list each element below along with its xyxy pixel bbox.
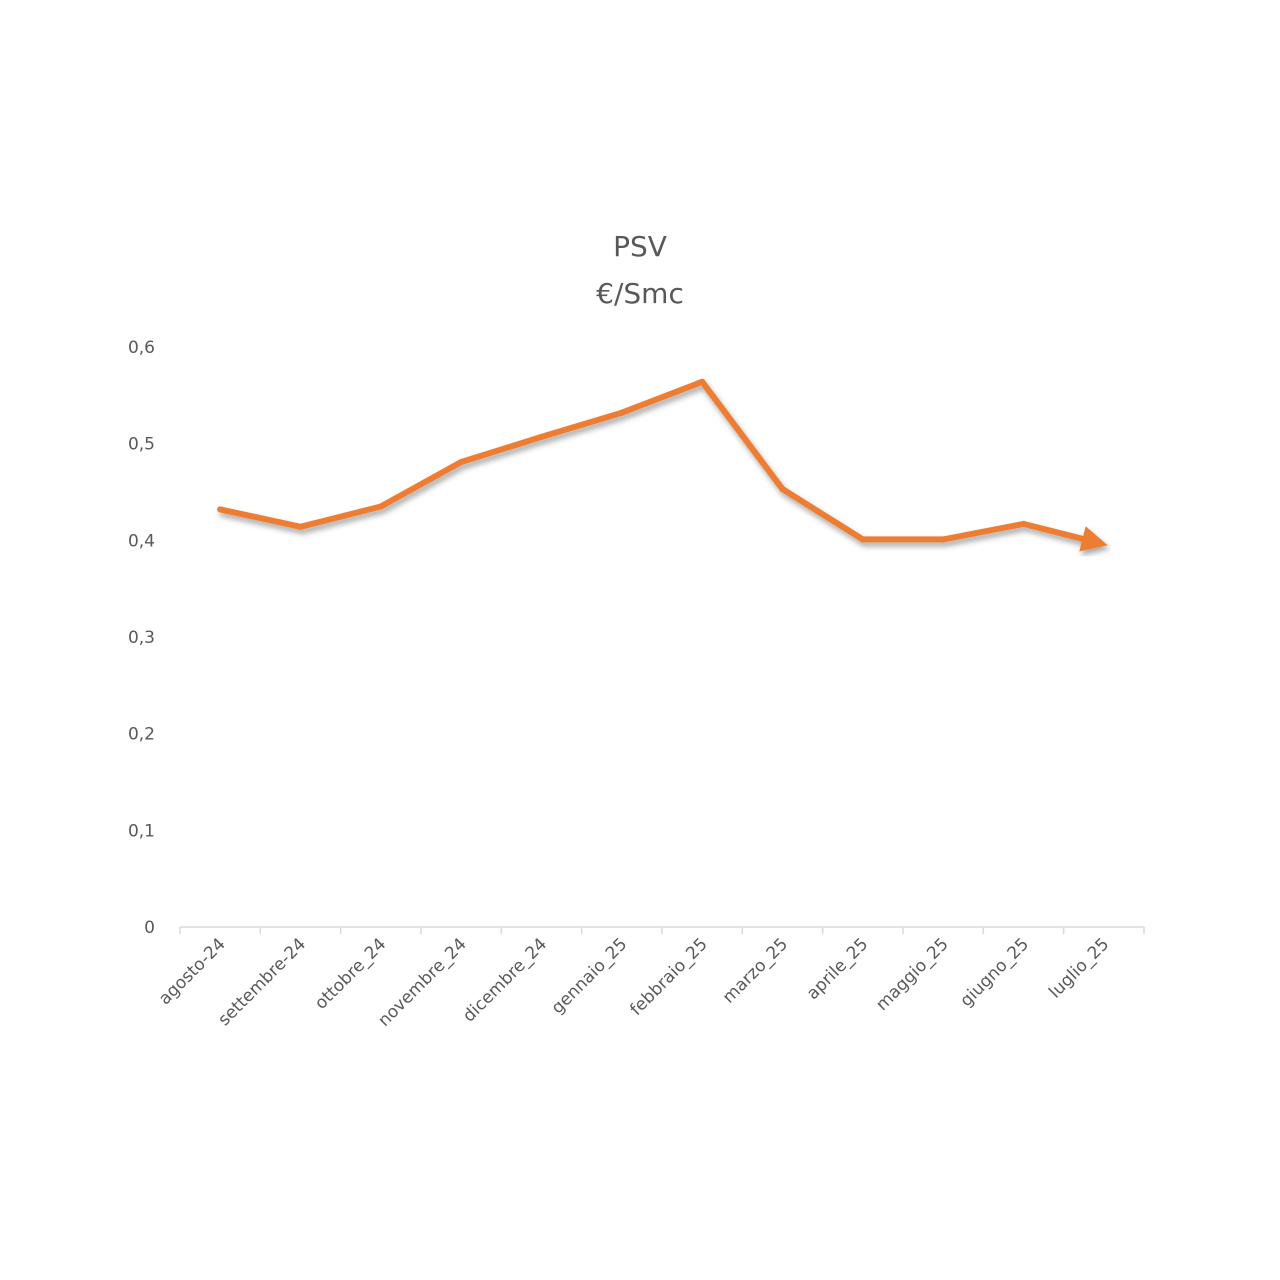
series-psv-line: [217, 378, 1086, 543]
y-tick-label: 0,1: [128, 821, 155, 841]
series-psv-point: [377, 503, 384, 510]
series-psv-point: [779, 486, 786, 493]
x-category-label: ottobre_24: [311, 934, 390, 1013]
series-psv-point: [699, 378, 706, 385]
x-category-label: giugno_25: [956, 934, 1033, 1011]
y-tick-label: 0,4: [128, 531, 155, 551]
x-category-label: luglio_25: [1045, 934, 1113, 1002]
x-category-label: maggio_25: [872, 934, 952, 1014]
y-tick-label: 0,3: [128, 628, 155, 648]
x-category-label: aprile_25: [803, 934, 872, 1003]
series-psv-point: [859, 536, 866, 543]
x-category-label: agosto-24: [155, 934, 230, 1009]
x-category-label: marzo_25: [719, 934, 792, 1007]
series-psv-point: [538, 433, 545, 440]
series-psv: [217, 378, 1108, 552]
series-psv-arrowhead: [1079, 526, 1108, 552]
series-psv-point: [940, 536, 947, 543]
y-tick-label: 0: [144, 918, 155, 938]
series-psv-point: [458, 459, 465, 466]
series-psv-point: [618, 409, 625, 416]
y-tick-label: 0,5: [128, 435, 155, 455]
series-psv-point: [1020, 520, 1027, 527]
y-tick-label: 0,2: [128, 725, 155, 745]
y-tick-label: 0,6: [128, 338, 155, 358]
x-category-label: dicembre_24: [459, 934, 551, 1026]
series-psv-point: [217, 506, 224, 513]
series-psv-point: [297, 523, 304, 530]
chart-title-line-2: €/Smc: [596, 277, 684, 310]
y-axis-tick-labels: 0 0,1 0,2 0,3 0,4 0,5 0,6: [128, 338, 155, 938]
chart-title-line-1: PSV: [613, 230, 667, 263]
x-category-label: febbraio_25: [626, 934, 711, 1019]
x-axis: [179, 926, 1145, 934]
x-category-label: gennaio_25: [548, 934, 632, 1018]
